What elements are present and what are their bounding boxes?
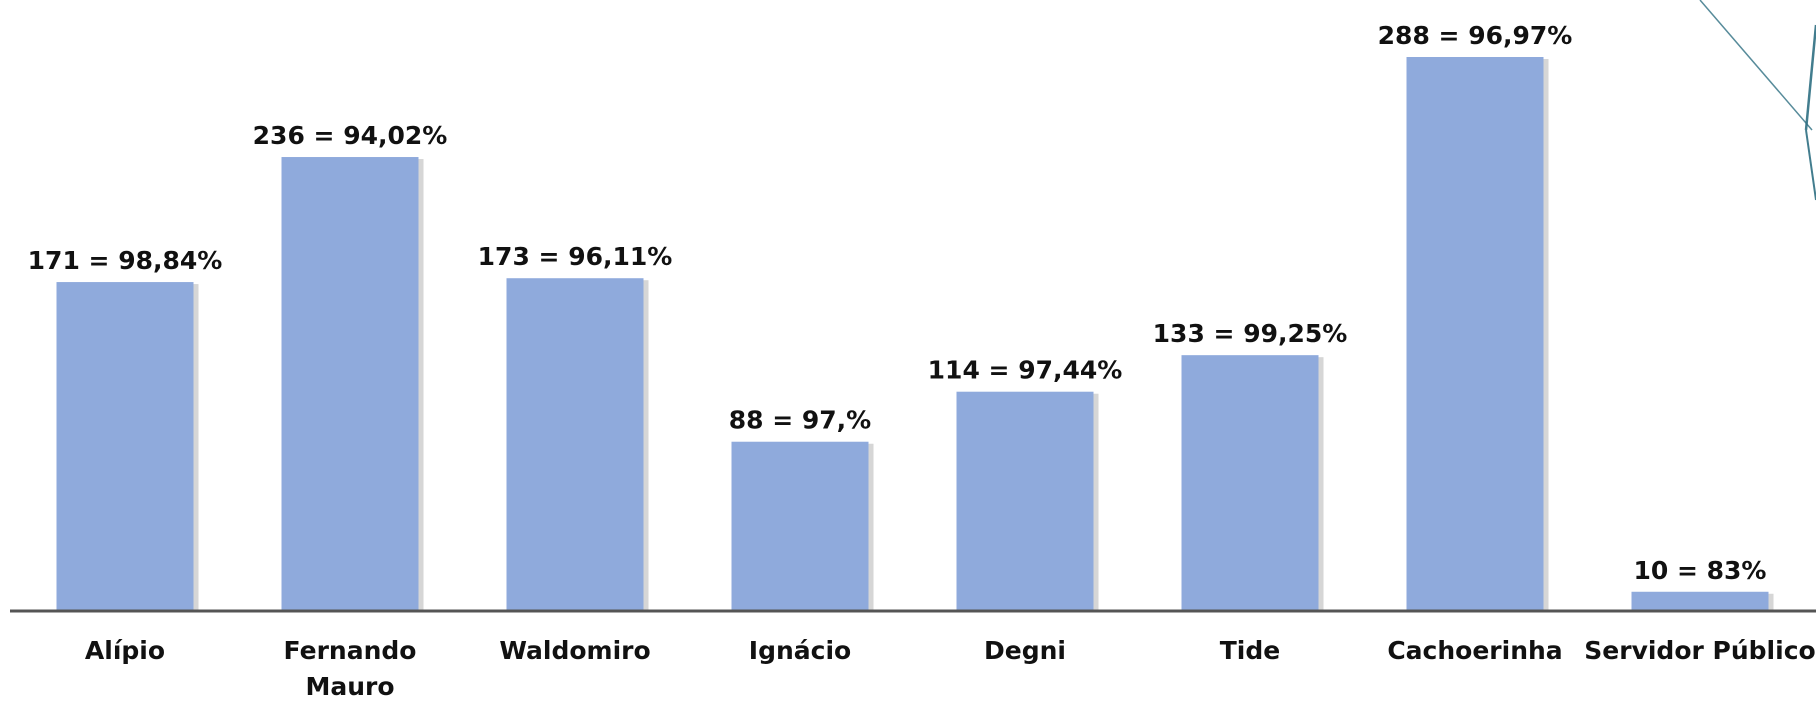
- decor-line: [1699, 0, 1813, 131]
- category-label: Degni: [984, 636, 1066, 665]
- bar: [731, 441, 869, 611]
- bar: [1631, 591, 1769, 611]
- bar: [56, 282, 194, 611]
- bar: [1181, 355, 1319, 611]
- corner-decoration: [1699, 0, 1816, 201]
- bar: [1406, 57, 1544, 612]
- data-label: 133 = 99,25%: [1153, 319, 1348, 348]
- bar: [956, 391, 1094, 611]
- bar: [281, 157, 419, 611]
- data-label: 236 = 94,02%: [253, 121, 448, 150]
- data-label: 88 = 97,%: [729, 406, 871, 435]
- category-label: Alípio: [85, 636, 165, 665]
- category-label: Cachoerinha: [1387, 636, 1562, 665]
- category-label: Ignácio: [749, 636, 851, 665]
- category-label: Waldomiro: [499, 636, 650, 665]
- category-label: Servidor Público: [1584, 636, 1815, 665]
- bars-group: [56, 57, 1774, 612]
- category-label: Tide: [1220, 636, 1280, 665]
- data-labels-group: 171 = 98,84% 236 = 94,02% 173 = 96,11% 88 =…: [28, 21, 1767, 585]
- category-labels-group: Alípio Fernando Mauro Waldomiro Ignácio Degni…: [85, 636, 1816, 701]
- data-label: 171 = 98,84%: [28, 246, 223, 275]
- data-label: 288 = 96,97%: [1378, 21, 1573, 50]
- decor-line: [1805, 129, 1816, 201]
- category-label: Mauro: [305, 672, 394, 700]
- data-label: 114 = 97,44%: [928, 356, 1123, 385]
- data-label: 10 = 83%: [1634, 556, 1767, 585]
- data-label: 173 = 96,11%: [478, 242, 673, 271]
- bar: [506, 278, 644, 611]
- category-label: Fernando: [284, 636, 417, 665]
- decor-line: [1804, 24, 1816, 131]
